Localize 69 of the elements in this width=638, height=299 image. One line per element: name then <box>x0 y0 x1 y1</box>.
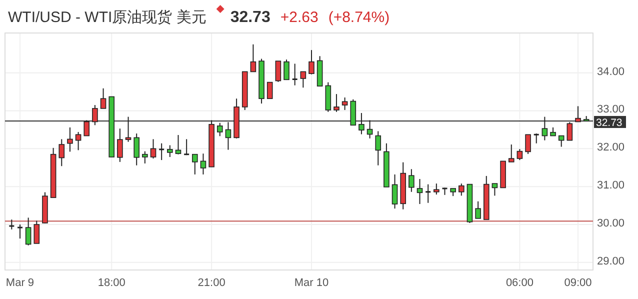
candlestick <box>284 59 290 81</box>
x-tick-label: Mar 10 <box>294 277 329 289</box>
candlestick <box>67 126 73 152</box>
candlestick <box>342 96 348 110</box>
candlestick <box>16 224 24 240</box>
candlestick <box>308 50 314 75</box>
candlestick <box>266 82 273 99</box>
y-tick-label: 33.00 <box>597 104 625 116</box>
candlestick <box>492 183 498 196</box>
candlestick <box>125 116 132 142</box>
candlestick <box>375 130 382 166</box>
x-tick-label: 09:00 <box>564 277 592 289</box>
candlestick <box>275 60 282 82</box>
candlestick <box>25 217 32 246</box>
candlestick <box>366 120 373 139</box>
y-tick-label: 31.00 <box>597 180 625 192</box>
candlestick <box>34 220 40 244</box>
candlestick <box>134 132 140 166</box>
x-tick-label: Mar 9 <box>6 277 34 289</box>
candlestick <box>424 184 432 204</box>
candlestick <box>508 144 514 162</box>
candlestick <box>575 106 581 122</box>
candlestick <box>475 200 481 219</box>
candlestick <box>408 168 414 192</box>
candlestick <box>58 138 65 167</box>
text: +2.63 <box>280 9 318 26</box>
candlestick <box>458 183 464 196</box>
candlestick <box>200 153 206 175</box>
candlestick <box>558 135 564 148</box>
candlestick <box>566 122 573 141</box>
candlestick <box>150 138 156 160</box>
candlestick <box>434 183 440 196</box>
y-tick-label: 29.00 <box>597 255 625 268</box>
candlestick <box>300 71 306 88</box>
candlestick <box>292 63 298 86</box>
x-tick-label: 06:00 <box>506 277 534 289</box>
candlestick <box>92 104 98 126</box>
chart-title: WTI/USD - WTI原油现货 美元 <box>8 9 206 26</box>
candlestick <box>250 44 256 72</box>
candlestick <box>392 174 398 210</box>
candlestick <box>100 88 106 109</box>
candlestick <box>225 122 232 150</box>
candlestick <box>117 128 123 162</box>
candlestick <box>84 120 90 136</box>
candlestick <box>533 132 540 144</box>
y-tick-label: 34.00 <box>597 66 625 78</box>
candlestick <box>175 134 182 155</box>
y-tick-label: 30.00 <box>597 217 625 230</box>
text: (+8.74%) <box>328 9 390 26</box>
x-tick-label: 21:00 <box>198 277 226 289</box>
candlestick <box>75 131 82 151</box>
x-tick-label: 18:00 <box>98 277 126 289</box>
candlestick <box>142 150 148 164</box>
ref-line-label: 32.73 <box>596 116 622 129</box>
candlestick <box>358 112 364 135</box>
candlestick <box>216 122 223 137</box>
candlestick <box>334 94 340 112</box>
candlestick <box>542 116 548 141</box>
candlestick <box>350 98 356 126</box>
candlestick <box>183 138 190 156</box>
candlestick <box>525 134 531 154</box>
text: 32.73 <box>230 9 270 26</box>
candlestick <box>416 178 423 205</box>
candlestick <box>516 148 523 161</box>
candlestick <box>158 142 165 161</box>
candlestick <box>192 154 198 175</box>
candlestick <box>8 219 15 230</box>
y-tick-label: 32.00 <box>597 142 625 154</box>
candlestick <box>167 144 173 158</box>
